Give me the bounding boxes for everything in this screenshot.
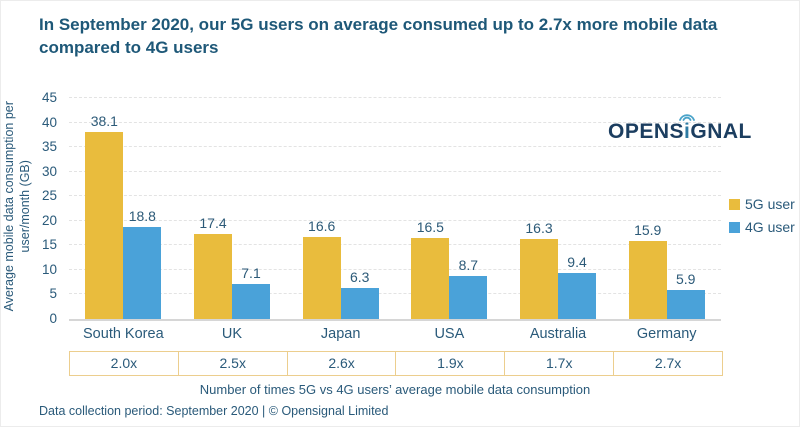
- bar-value-label: 17.4: [199, 214, 227, 231]
- multiplier-cell: 1.7x: [504, 352, 613, 375]
- bar-column: 9.4: [558, 253, 597, 319]
- gridline: [69, 244, 721, 246]
- bar-group: 16.5 8.7: [395, 98, 504, 319]
- bar-value-label: 8.7: [458, 257, 479, 274]
- bar-column: 8.7: [449, 257, 488, 319]
- multiplier-cell: 2.6x: [286, 352, 396, 375]
- y-tick-label: 5: [49, 286, 57, 302]
- multiplier-cell: 2.7x: [613, 352, 722, 375]
- gridline: [69, 97, 721, 98]
- bar-column: 5.9: [666, 271, 705, 319]
- multiplier-row: 2.0x 2.5x 2.6x 1.9x 1.7x 2.7x: [69, 351, 723, 376]
- legend-swatch: [729, 221, 740, 233]
- wifi-arcs-icon: [679, 114, 696, 121]
- logo-text-left: OPENS: [608, 120, 685, 143]
- bar-5g: [520, 238, 559, 319]
- bar-value-label: 16.5: [416, 218, 444, 235]
- footer-text: Data collection period: September 2020 |…: [39, 404, 389, 418]
- category-label: South Korea: [83, 326, 164, 342]
- legend-item: 5G user: [729, 196, 795, 212]
- legend-label: 5G user: [745, 196, 795, 212]
- bar-column: 6.3: [340, 269, 379, 319]
- bar-column: 16.3: [520, 219, 559, 319]
- gridline: [69, 170, 721, 172]
- gridline: [69, 121, 721, 123]
- bar-value-label: 9.4: [567, 253, 587, 270]
- bar-5g: [302, 237, 341, 319]
- multiplier-caption: Number of times 5G vs 4G users’ average …: [199, 382, 591, 397]
- bar-column: 38.1: [85, 112, 124, 319]
- logo-letter-i: i: [679, 114, 696, 144]
- bar-4g: [449, 276, 488, 319]
- legend-item: 4G user: [729, 219, 795, 235]
- y-tick-label: 0: [49, 311, 57, 326]
- y-tick-label: 10: [41, 261, 57, 277]
- category-label: USA: [434, 326, 465, 342]
- bar-value-label: 18.8: [128, 207, 156, 224]
- bar-column: 17.4: [194, 215, 232, 319]
- y-tick-label: 35: [41, 139, 57, 155]
- plot-area: 38.1 18.8 17.4 7.1 16.6 6.3 16.5 8.7 16.3 9.4 15.9…: [69, 97, 721, 321]
- legend-swatch: [729, 198, 740, 210]
- gridline: [69, 219, 721, 221]
- y-tick-label: 40: [41, 114, 57, 130]
- chart-title: In September 2020, our 5G users on avera…: [39, 15, 718, 57]
- bar-group: 15.9 5.9: [612, 98, 721, 319]
- bar-4g: [666, 290, 705, 319]
- bar-5g: [194, 233, 232, 319]
- bar-column: 7.1: [232, 265, 270, 319]
- bar-4g: [558, 272, 597, 319]
- category-label: UK: [221, 326, 243, 342]
- bar-4g: [340, 288, 379, 319]
- y-tick-label: 20: [41, 212, 57, 228]
- bar-group: 16.3 9.4: [504, 98, 613, 319]
- bar-value-label: 38.1: [90, 112, 118, 129]
- gridline: [69, 146, 721, 148]
- legend-label: 4G user: [745, 219, 795, 235]
- bar-column: 15.9: [628, 221, 667, 319]
- opensignal-logo: OPENS iGNAL: [608, 114, 752, 144]
- gridline: [69, 195, 721, 197]
- gridline: [69, 293, 721, 295]
- y-tick-label: 45: [41, 90, 57, 105]
- bar-value-label: 5.9: [675, 271, 696, 288]
- bar-4g: [123, 226, 162, 319]
- multiplier-cell: 2.5x: [177, 352, 287, 375]
- multiplier-cell: 2.0x: [110, 355, 138, 371]
- category-labels: South Korea UK Japan USA Australia Germany: [69, 326, 721, 342]
- y-tick-label: 15: [41, 237, 57, 253]
- bar-5g: [411, 237, 450, 319]
- y-tick-label: 30: [41, 163, 57, 179]
- bar-value-label: 6.3: [349, 269, 370, 286]
- legend: 5G user 4G user: [729, 196, 795, 242]
- bar-value-label: 15.9: [634, 221, 662, 238]
- bar-group: 38.1 18.8: [69, 98, 178, 319]
- gridline: [69, 268, 721, 270]
- y-tick-label: 25: [41, 188, 57, 204]
- multiplier-cell: 1.9x: [395, 352, 504, 375]
- bar-4g: [232, 284, 270, 319]
- bar-column: 16.5: [411, 218, 450, 319]
- category-label: Australia: [529, 326, 587, 342]
- logo-text-right: GNAL: [690, 120, 752, 143]
- bar-5g: [85, 131, 124, 319]
- bar-groups: 38.1 18.8 17.4 7.1 16.6 6.3 16.5 8.7 16.3 9.4 15.9…: [69, 98, 721, 319]
- bar-value-label: 16.3: [525, 219, 553, 236]
- y-axis-ticks: 0 5 10 15 20 25 30 35 40 45: [1, 90, 57, 326]
- bar-value-label: 7.1: [241, 265, 261, 282]
- bar-column: 16.6: [302, 218, 341, 319]
- bar-5g: [628, 240, 667, 319]
- category-label: Japan: [320, 326, 361, 342]
- bar-group: 16.6 6.3: [286, 98, 395, 319]
- bar-column: 18.8: [123, 207, 162, 319]
- category-label: Germany: [636, 326, 697, 342]
- bar-value-label: 16.6: [308, 218, 336, 235]
- bar-group: 17.4 7.1: [178, 98, 287, 319]
